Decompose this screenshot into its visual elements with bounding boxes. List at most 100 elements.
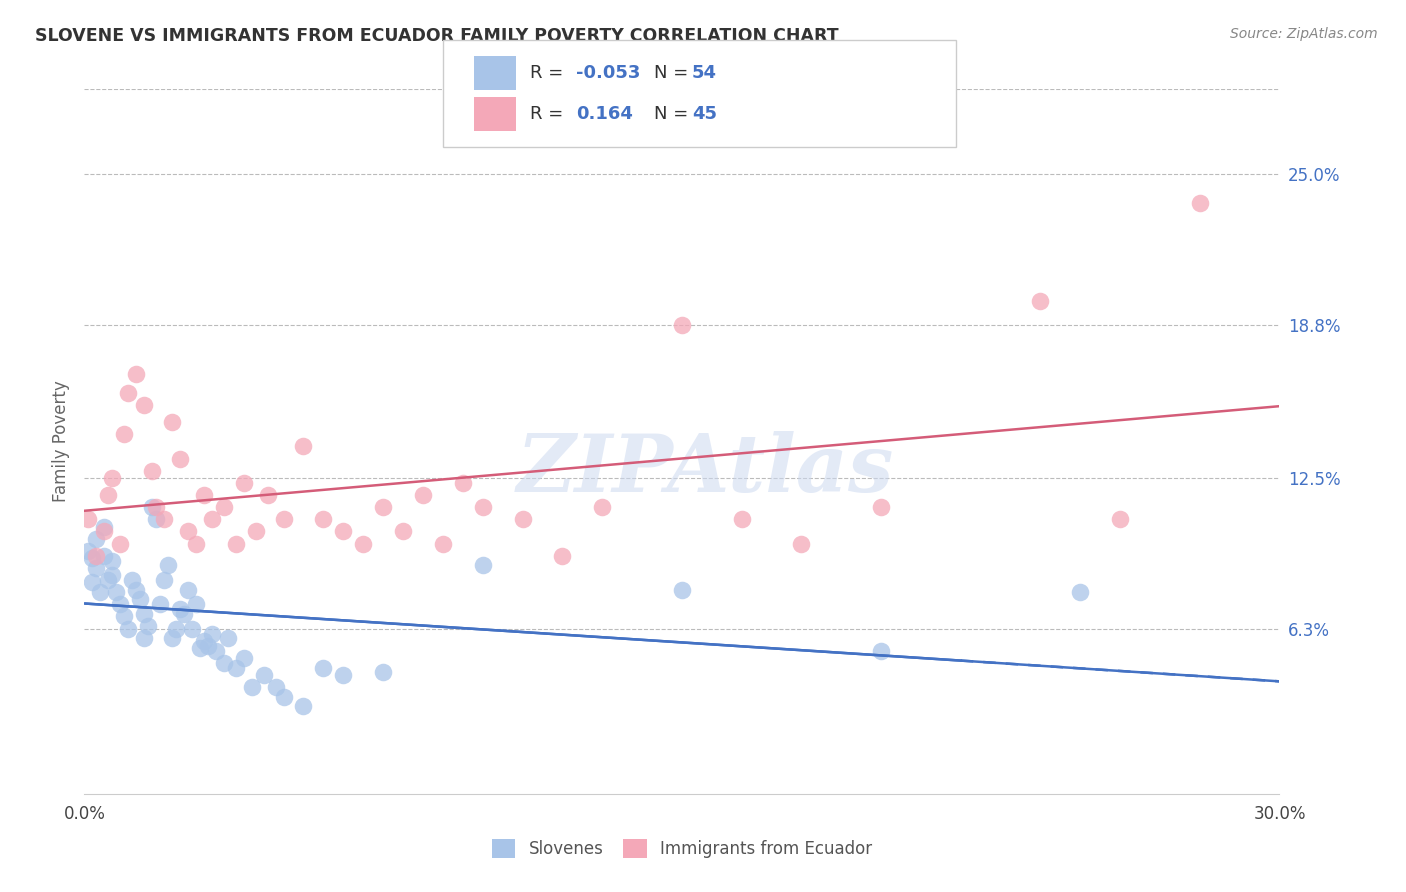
Point	[790, 536, 813, 550]
Point	[292, 699, 315, 714]
Point	[193, 633, 215, 648]
Point	[101, 553, 124, 567]
Point	[312, 512, 335, 526]
Point	[392, 524, 415, 539]
Point	[153, 512, 176, 526]
Point	[157, 558, 180, 573]
Point	[225, 536, 247, 550]
Point	[110, 536, 132, 550]
Text: Source: ZipAtlas.com: Source: ZipAtlas.com	[1230, 27, 1378, 41]
Point	[145, 512, 167, 526]
Point	[671, 582, 693, 597]
Point	[125, 367, 148, 381]
Point	[89, 585, 111, 599]
Point	[86, 561, 108, 575]
Point	[93, 519, 115, 533]
Point	[97, 488, 120, 502]
Point	[731, 512, 754, 526]
Point	[165, 622, 187, 636]
Point	[105, 585, 128, 599]
Point	[432, 536, 454, 550]
Point	[93, 524, 115, 539]
Point	[870, 500, 893, 515]
Point	[132, 398, 156, 412]
Point	[141, 464, 163, 478]
Point	[117, 386, 139, 401]
Point	[169, 451, 191, 466]
Point	[184, 598, 207, 612]
Point	[253, 668, 276, 682]
Point	[117, 622, 139, 636]
Point	[77, 512, 100, 526]
Point	[112, 609, 135, 624]
Point	[1029, 293, 1052, 308]
Point	[332, 668, 354, 682]
Point	[177, 524, 200, 539]
Point	[112, 427, 135, 442]
Point	[551, 549, 574, 563]
Point	[193, 488, 215, 502]
Text: R =: R =	[530, 64, 569, 82]
Point	[412, 488, 434, 502]
Point	[451, 475, 474, 490]
Point	[1069, 585, 1091, 599]
Point	[1188, 196, 1211, 211]
Point	[86, 532, 108, 546]
Point	[132, 632, 156, 646]
Point	[332, 524, 354, 539]
Point	[292, 439, 315, 453]
Point	[77, 544, 100, 558]
Point	[153, 573, 176, 587]
Point	[181, 622, 204, 636]
Point	[197, 639, 219, 653]
Point	[129, 592, 152, 607]
Point	[93, 549, 115, 563]
Point	[256, 488, 278, 502]
Point	[160, 632, 183, 646]
Point	[184, 536, 207, 550]
Text: ZIPAtlas: ZIPAtlas	[517, 431, 894, 508]
Point	[273, 512, 295, 526]
Point	[1109, 512, 1132, 526]
Point	[169, 602, 191, 616]
Point	[870, 643, 893, 657]
Point	[132, 607, 156, 621]
Point	[312, 660, 335, 674]
Point	[471, 500, 494, 515]
Text: N =: N =	[654, 105, 693, 123]
Point	[82, 551, 104, 566]
Point	[225, 660, 247, 674]
Point	[136, 619, 159, 633]
Text: -0.053: -0.053	[576, 64, 641, 82]
Point	[145, 500, 167, 515]
Point	[212, 500, 235, 515]
Point	[173, 607, 195, 621]
Point	[141, 500, 163, 515]
Point	[591, 500, 613, 515]
Point	[373, 665, 395, 680]
Point	[125, 582, 148, 597]
Point	[201, 626, 224, 640]
Text: SLOVENE VS IMMIGRANTS FROM ECUADOR FAMILY POVERTY CORRELATION CHART: SLOVENE VS IMMIGRANTS FROM ECUADOR FAMIL…	[35, 27, 839, 45]
Point	[512, 512, 534, 526]
Point	[273, 690, 295, 704]
Point	[232, 475, 254, 490]
Point	[160, 415, 183, 429]
Point	[97, 573, 120, 587]
Text: R =: R =	[530, 105, 569, 123]
Point	[232, 650, 254, 665]
Point	[201, 512, 224, 526]
Point	[177, 582, 200, 597]
Point	[264, 680, 287, 694]
Text: N =: N =	[654, 64, 693, 82]
Point	[217, 632, 239, 646]
Point	[188, 641, 211, 656]
Text: 45: 45	[692, 105, 717, 123]
Point	[101, 471, 124, 485]
Text: 54: 54	[692, 64, 717, 82]
Point	[352, 536, 374, 550]
Point	[121, 573, 143, 587]
Point	[212, 656, 235, 670]
Point	[373, 500, 395, 515]
Point	[101, 568, 124, 582]
